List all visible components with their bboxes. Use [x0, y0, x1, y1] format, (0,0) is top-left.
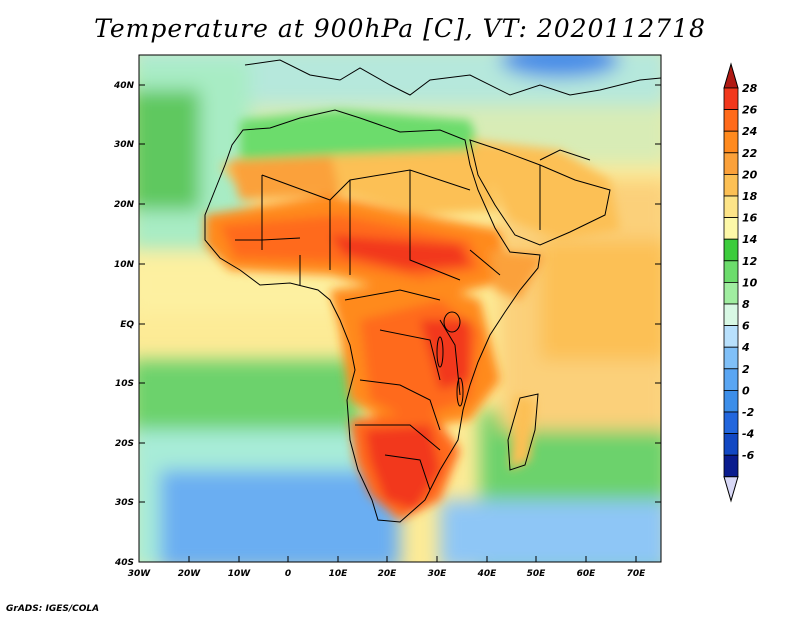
- colorbar-label: 6: [742, 320, 750, 333]
- colorbar-label: 12: [742, 255, 758, 268]
- lon-label-10w: 10W: [228, 569, 252, 579]
- lat-label-30s: 30S: [115, 498, 134, 508]
- map-frame: [138, 54, 662, 563]
- coastlines: [204, 59, 661, 523]
- colorbar-swatch: [723, 389, 739, 413]
- colorbar-swatch: [723, 411, 739, 435]
- colorbar-label: 16: [742, 212, 758, 225]
- lon-label-30e: 30E: [428, 569, 448, 579]
- colorbar-label: -2: [742, 406, 755, 419]
- colorbar-label: 4: [741, 341, 750, 354]
- lat-label-eq: EQ: [120, 320, 134, 330]
- colorbar-label: -6: [742, 449, 755, 462]
- colorbar-swatch: [723, 260, 739, 283]
- lat-label-10n: 10N: [114, 260, 135, 270]
- colorbar-swatch: [723, 130, 739, 154]
- lat-label-10s: 10S: [115, 379, 134, 389]
- lon-label-70e: 70E: [627, 569, 647, 579]
- colorbar-swatch: [723, 173, 739, 197]
- axis-ticks: [139, 84, 661, 562]
- lat-label-20s: 20S: [115, 439, 134, 449]
- colorbar-label: 0: [742, 384, 750, 397]
- colorbar-label: 8: [742, 298, 750, 311]
- colorbar-swatch: [723, 346, 739, 370]
- colorbar-swatch: [723, 109, 739, 132]
- lon-label-10e: 10E: [329, 569, 349, 579]
- colorbar-swatch: [723, 303, 739, 327]
- colorbar-swatch: [723, 433, 739, 456]
- colorbar-swatch: [723, 87, 739, 111]
- colorbar-label: 28: [742, 82, 758, 95]
- colorbar-swatch: [723, 281, 739, 305]
- colorbar-swatch: [723, 368, 739, 391]
- colorbar-label: 20: [742, 168, 758, 181]
- lat-label-40s: 40S: [114, 558, 134, 568]
- colorbar-swatch: [723, 454, 739, 478]
- colorbar-label: 2: [742, 363, 750, 376]
- colorbar-top-arrow: [723, 62, 739, 89]
- lon-label-20e: 20E: [378, 569, 398, 579]
- lon-label-30w: 30W: [128, 569, 152, 579]
- lon-label-40e: 40E: [477, 569, 498, 579]
- colorbar-bottom-arrow: [723, 476, 739, 503]
- colorbar-swatch: [723, 195, 739, 219]
- colorbar-label: 14: [742, 233, 757, 246]
- colorbar-label: 24: [742, 125, 757, 138]
- grads-credit: GrADS: IGES/COLA: [6, 604, 100, 614]
- lon-label-0: 0: [285, 569, 291, 579]
- colorbar-swatch: [723, 152, 739, 175]
- colorbar-label: 26: [742, 104, 758, 117]
- colorbar-label: 10: [742, 276, 758, 289]
- temperature-field: [139, 55, 661, 562]
- colorbar-swatch: [723, 238, 739, 262]
- map-title: Temperature at 900hPa [C], VT: 202011271…: [94, 14, 706, 43]
- lon-label-20w: 20W: [178, 569, 202, 579]
- colorbar-swatch: [723, 325, 739, 348]
- colorbar-label: 22: [742, 147, 758, 160]
- lon-label-60e: 60E: [577, 569, 597, 579]
- lon-label-50e: 50E: [527, 569, 547, 579]
- colorbar-label: 18: [742, 190, 758, 203]
- colorbar-swatch: [723, 217, 739, 240]
- colorbar-label: -4: [742, 428, 754, 441]
- lat-label-30n: 30N: [114, 140, 135, 150]
- lat-label-40n: 40N: [113, 81, 135, 91]
- lat-label-20n: 20N: [114, 200, 135, 210]
